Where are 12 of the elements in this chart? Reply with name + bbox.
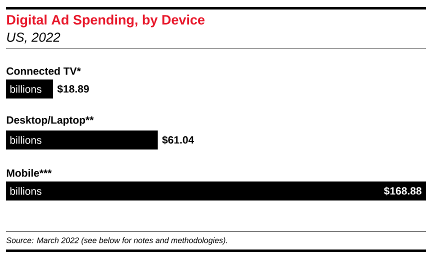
y-tick-label: Desktop/Laptop** [6, 116, 94, 126]
annotation: billions [10, 85, 42, 93]
annotation: billions [10, 187, 42, 195]
source-note: Source: March 2022 (see below for notes and methodologies). [6, 237, 227, 245]
data-label: $168.88 [384, 186, 422, 196]
data-label: $61.04 [162, 136, 194, 144]
chart-title: Digital Ad Spending, by Device [7, 14, 205, 28]
y-tick-label: Connected TV* [6, 67, 81, 75]
y-tick-label: Mobile*** [6, 169, 52, 177]
annotation: billions [10, 136, 42, 144]
data-label: $18.89 [57, 84, 89, 94]
chart-subtitle: US, 2022 [7, 32, 60, 44]
